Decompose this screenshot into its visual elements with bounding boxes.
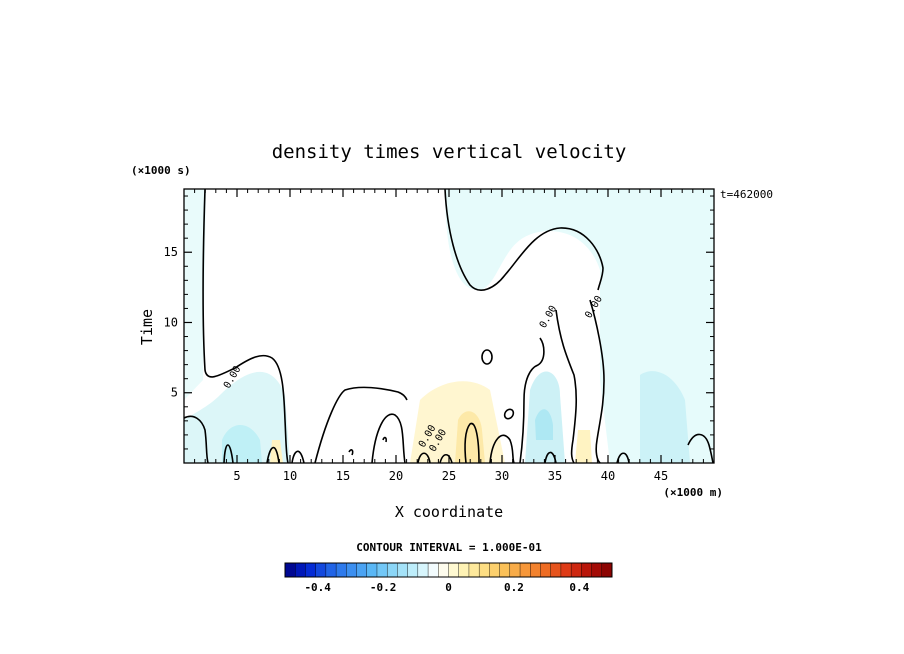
colorbar-cell — [560, 562, 572, 578]
x-tick-label: 15 — [336, 469, 350, 483]
colorbar-cell — [376, 562, 388, 578]
contour-small-loop-center — [481, 349, 493, 365]
contour-upper-right — [444, 188, 604, 291]
y-tick-label: 15 — [164, 245, 178, 259]
contour-low-9 — [616, 452, 630, 464]
colorbar-cell — [448, 562, 460, 578]
y-tick-label: 10 — [164, 315, 178, 329]
contour-small-1 — [348, 449, 354, 456]
plot-area: 0.000.00 0.000.000.00 — [183, 188, 715, 464]
contour-low-6 — [439, 453, 453, 464]
x-tick-label: 25 — [442, 469, 456, 483]
x-tick-label: 30 — [495, 469, 509, 483]
y-axis-label: Time — [138, 309, 156, 345]
colorbar-tick-label: -0.4 — [304, 581, 331, 594]
colorbar-cell — [397, 562, 409, 578]
negative-patch-low-2 — [535, 409, 553, 440]
contour-low-2 — [266, 446, 280, 464]
contour-low-5 — [417, 452, 431, 464]
x-unit-label: (×1000 m) — [663, 486, 723, 499]
colorbar-cell — [325, 562, 337, 578]
colorbar-cell — [366, 562, 378, 578]
colorbar-cell — [591, 562, 603, 578]
x-tick-label: 45 — [654, 469, 668, 483]
colorbar-tick-label: 0.4 — [569, 581, 589, 594]
colorbar-frame — [284, 562, 613, 578]
colorbar-cell — [284, 562, 296, 578]
contour-center-hump — [314, 386, 408, 464]
colorbar-cell — [458, 562, 470, 578]
negative-region-left — [184, 189, 206, 400]
contour-small-2 — [382, 436, 387, 443]
x-tick-label: 35 — [548, 469, 562, 483]
colorbar-cell — [478, 562, 490, 578]
y-tick-label: 5 — [171, 386, 178, 400]
shaded-regions — [184, 189, 714, 463]
x-tick-label: 10 — [283, 469, 297, 483]
x-tick-label: 40 — [601, 469, 615, 483]
colorbar-cell — [407, 562, 419, 578]
colorbar-cell — [489, 562, 501, 578]
x-tick-label: 5 — [233, 469, 240, 483]
minor-ticks — [184, 189, 714, 463]
contour-interval-label: CONTOUR INTERVAL = 1.000E-01 — [356, 541, 542, 554]
colorbar-cell — [315, 562, 327, 578]
colorbar-cell — [540, 562, 552, 578]
major-ticks — [184, 189, 714, 463]
colorbar-cell — [509, 562, 521, 578]
negative-region-bottom-left — [184, 371, 290, 463]
contour-low-1 — [223, 444, 234, 464]
y-tick-labels: 5 10 15 — [164, 245, 178, 400]
contour-left-low — [183, 415, 209, 464]
colorbar-cell — [570, 562, 582, 578]
contour-right-loop — [589, 299, 605, 464]
colorbar — [284, 562, 613, 578]
colorbar-cell — [305, 562, 317, 578]
colorbar-cell — [427, 562, 439, 578]
negative-patch-right — [640, 371, 690, 463]
colorbar-cell — [438, 562, 450, 578]
colorbar-cell — [519, 562, 531, 578]
contour-low-10 — [687, 433, 714, 464]
positive-patch-low-2 — [575, 430, 592, 463]
colorbar-cell — [530, 562, 541, 578]
colorbar-cell — [581, 562, 593, 578]
contour-core-loop — [464, 422, 480, 464]
x-tick-labels: 5 10 15 20 25 30 35 40 45 — [233, 469, 668, 483]
colorbar-labels: -0.4 -0.2 0 0.2 0.4 — [304, 581, 589, 594]
contour-mid-right-inner — [519, 337, 545, 464]
colorbar-cell — [468, 562, 480, 578]
contour-low-4 — [371, 413, 406, 464]
contour-mid-right — [555, 309, 578, 464]
colorbar-cell — [601, 562, 613, 578]
colorbar-cell — [499, 562, 511, 578]
chart-title: density times vertical velocity — [272, 141, 627, 163]
contour-low-7 — [489, 434, 515, 464]
y-unit-label: (×1000 s) — [131, 164, 191, 177]
x-axis-label: X coordinate — [395, 503, 503, 521]
contour-left-tall — [202, 188, 289, 464]
time-label: t=462000 — [720, 188, 773, 201]
positive-patch-core — [455, 411, 485, 463]
colorbar-tick-label: 0.2 — [504, 581, 524, 594]
x-tick-label: 20 — [389, 469, 403, 483]
colorbar-cell — [386, 562, 398, 578]
colorbar-cell — [346, 562, 358, 578]
colorbar-cell — [295, 562, 306, 578]
contour-small-loop-2 — [503, 408, 515, 420]
zero-contours — [183, 188, 714, 464]
colorbar-cell — [335, 562, 347, 578]
colorbar-cell — [417, 562, 429, 578]
colorbar-tick-label: 0 — [445, 581, 452, 594]
colorbar-cell — [550, 562, 562, 578]
colorbar-tick-label: -0.2 — [370, 581, 397, 594]
colorbar-cell — [356, 562, 368, 578]
contour-low-3 — [291, 450, 305, 464]
